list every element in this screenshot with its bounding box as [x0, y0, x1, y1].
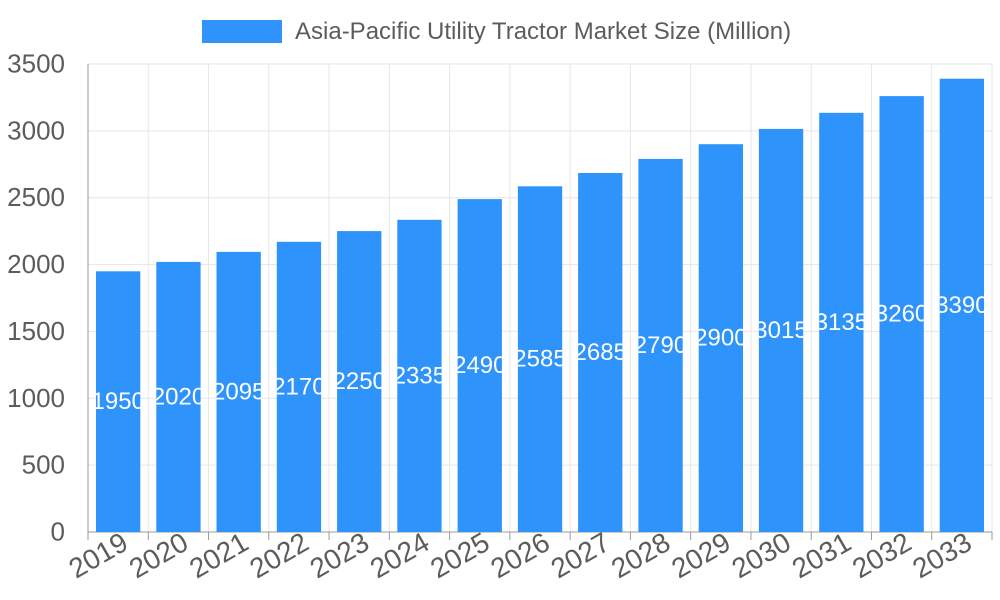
- svg-text:2790: 2790: [634, 332, 687, 359]
- svg-text:500: 500: [22, 450, 65, 480]
- svg-text:2027: 2027: [546, 526, 615, 584]
- svg-text:0: 0: [51, 517, 65, 547]
- svg-text:3500: 3500: [7, 49, 65, 79]
- svg-text:2250: 2250: [333, 368, 386, 395]
- svg-text:2500: 2500: [7, 182, 65, 212]
- svg-text:3260: 3260: [875, 301, 928, 328]
- svg-text:2335: 2335: [393, 362, 446, 389]
- svg-text:2019: 2019: [64, 526, 133, 584]
- svg-text:2026: 2026: [485, 526, 554, 584]
- svg-text:3000: 3000: [7, 115, 65, 145]
- svg-text:3015: 3015: [754, 317, 807, 344]
- svg-text:2021: 2021: [184, 526, 253, 584]
- svg-text:2025: 2025: [425, 526, 494, 584]
- svg-text:2033: 2033: [907, 526, 976, 584]
- svg-text:2029: 2029: [666, 526, 735, 584]
- svg-text:2170: 2170: [272, 373, 325, 400]
- svg-text:2685: 2685: [574, 339, 627, 366]
- svg-text:1000: 1000: [7, 383, 65, 413]
- svg-text:2032: 2032: [847, 526, 916, 584]
- svg-text:1950: 1950: [92, 388, 145, 415]
- svg-text:2020: 2020: [152, 383, 205, 410]
- svg-text:2585: 2585: [513, 346, 566, 373]
- svg-text:Asia-Pacific Utility Tractor M: Asia-Pacific Utility Tractor Market Size…: [295, 18, 791, 45]
- svg-text:2030: 2030: [726, 526, 795, 584]
- svg-text:2028: 2028: [606, 526, 675, 584]
- svg-text:2031: 2031: [787, 526, 856, 584]
- svg-text:2023: 2023: [305, 526, 374, 584]
- svg-text:2490: 2490: [453, 352, 506, 379]
- svg-text:2095: 2095: [212, 379, 265, 406]
- svg-text:2000: 2000: [7, 249, 65, 279]
- svg-text:3390: 3390: [935, 292, 988, 319]
- svg-text:1500: 1500: [7, 316, 65, 346]
- svg-text:2020: 2020: [124, 526, 193, 584]
- svg-text:2022: 2022: [244, 526, 313, 584]
- svg-text:3135: 3135: [815, 309, 868, 336]
- svg-text:2024: 2024: [365, 526, 434, 584]
- svg-text:2900: 2900: [694, 325, 747, 352]
